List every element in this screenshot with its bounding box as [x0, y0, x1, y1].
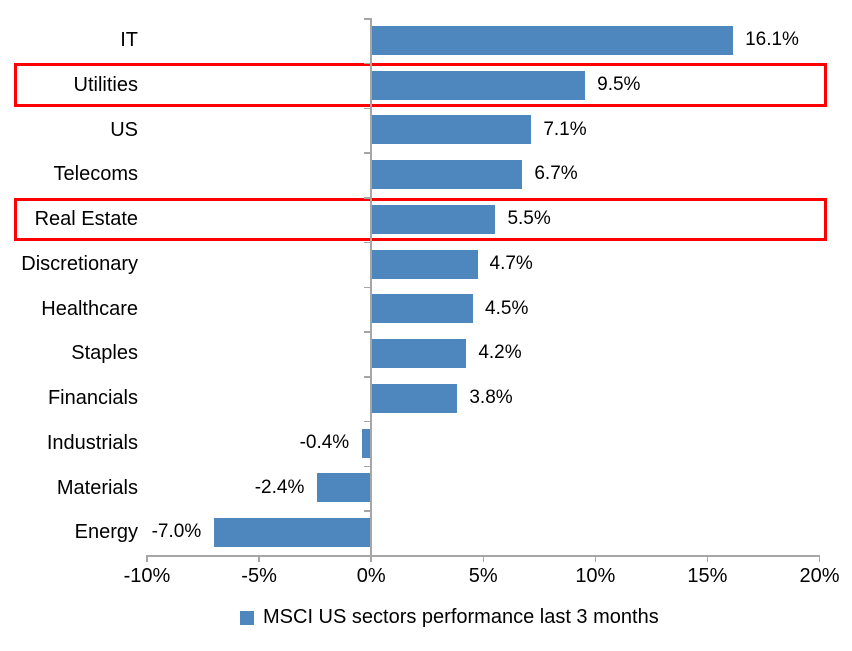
bar: [372, 25, 734, 55]
legend-swatch: [240, 610, 254, 625]
value-label: 4.2%: [478, 342, 522, 364]
x-tick-label: 0%: [356, 565, 386, 587]
bar: [372, 160, 523, 190]
bar: [372, 204, 496, 234]
bar: [214, 518, 372, 548]
x-tick: [818, 555, 821, 562]
category-tick: [363, 331, 371, 333]
x-tick-label: 5%: [468, 565, 498, 587]
x-tick-label: -10%: [123, 565, 171, 587]
value-label: -2.4%: [254, 476, 305, 498]
value-label: 4.5%: [485, 297, 529, 319]
value-label: 3.8%: [469, 387, 513, 408]
value-label: 5.5%: [507, 208, 551, 229]
highlight-box: [14, 197, 827, 241]
x-tick: [370, 555, 372, 562]
x-tick: [146, 555, 148, 562]
category-label: Industrials: [46, 431, 138, 454]
x-tick-label: 20%: [799, 565, 840, 587]
x-tick: [706, 555, 709, 562]
category-tick: [363, 241, 371, 244]
category-tick: [363, 18, 371, 20]
bar: [372, 249, 478, 279]
category-label: Real Estate: [34, 208, 138, 230]
y-axis-line: [370, 18, 372, 561]
bar: [317, 473, 372, 503]
x-tick-label: -5%: [241, 565, 277, 587]
category-label: Discretionary: [21, 252, 138, 275]
category-label: Telecoms: [53, 163, 138, 186]
value-label: 16.1%: [745, 29, 799, 50]
bar: [372, 383, 458, 413]
value-label: -0.4%: [299, 431, 350, 453]
value-label: -7.0%: [151, 521, 202, 543]
x-tick: [594, 555, 597, 562]
category-tick: [363, 555, 371, 557]
category-tick: [363, 510, 371, 512]
value-label: 4.7%: [489, 252, 533, 274]
bar: [372, 115, 532, 145]
category-label: Staples: [71, 342, 138, 365]
category-label: Materials: [56, 476, 138, 499]
value-label: 7.1%: [543, 118, 587, 140]
bar: [362, 428, 372, 458]
category-tick: [363, 376, 371, 378]
category-tick: [363, 420, 371, 423]
value-label: 6.7%: [534, 163, 578, 185]
legend-label: MSCI US sectors performance last 3 month…: [263, 606, 659, 628]
bar: [372, 339, 467, 369]
bar: [372, 294, 474, 324]
category-label: Utilities: [73, 73, 138, 96]
category-tick: [363, 197, 371, 199]
highlight-box: [14, 63, 827, 107]
x-tick: [258, 555, 260, 562]
category-label: IT: [120, 29, 138, 51]
x-tick-label: 15%: [687, 565, 728, 587]
value-label: 9.5%: [597, 73, 641, 95]
category-tick: [363, 62, 371, 65]
x-tick-label: 10%: [575, 565, 616, 587]
bar: [372, 70, 586, 100]
category-tick: [363, 152, 371, 154]
legend: MSCI US sectors performance last 3 month…: [240, 606, 659, 629]
category-label: US: [110, 118, 138, 141]
category-tick: [363, 465, 371, 467]
category-tick: [363, 107, 371, 109]
category-label: Healthcare: [41, 297, 138, 320]
category-label: Energy: [74, 521, 138, 544]
category-label: Financials: [47, 387, 138, 409]
category-tick: [363, 286, 371, 288]
x-tick: [482, 555, 484, 562]
